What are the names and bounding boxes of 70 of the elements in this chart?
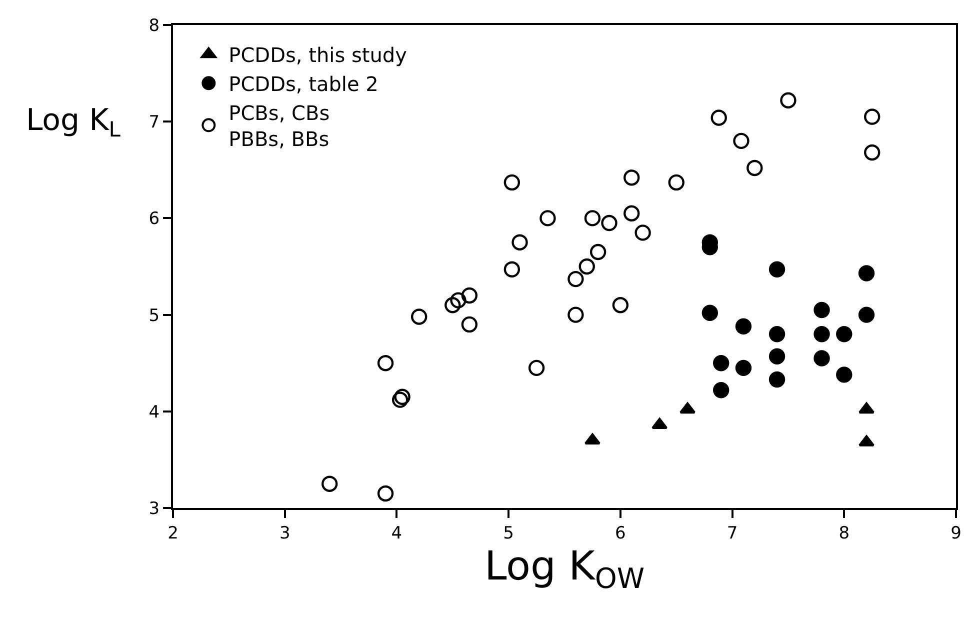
point xyxy=(858,306,875,323)
point xyxy=(668,174,684,191)
point xyxy=(394,388,410,406)
point xyxy=(540,210,556,226)
point xyxy=(713,382,730,398)
point xyxy=(680,402,696,414)
x-tick-label: 9 xyxy=(950,523,962,544)
x-tick-label: 7 xyxy=(726,523,738,544)
point xyxy=(814,302,830,318)
x-tick-label: 4 xyxy=(391,523,402,544)
point xyxy=(568,270,584,288)
point xyxy=(444,297,461,314)
point xyxy=(858,265,875,282)
x-axis-title: Log K$_{OW}$ xyxy=(484,543,645,595)
x-tick-label: 2 xyxy=(168,523,178,544)
point xyxy=(410,308,428,325)
point xyxy=(624,170,640,186)
point xyxy=(578,258,595,275)
point xyxy=(814,326,830,342)
point xyxy=(733,132,750,150)
point xyxy=(504,261,520,278)
x-tick-label: 8 xyxy=(838,523,850,544)
point xyxy=(864,108,880,125)
y-axis-title: Log K$_{L}$ xyxy=(26,103,121,142)
y-tick-label: 5 xyxy=(148,306,160,326)
point xyxy=(634,224,651,241)
point xyxy=(780,92,796,108)
legend-label: PCDDs, table 2 xyxy=(228,72,378,96)
point xyxy=(768,348,786,364)
point xyxy=(512,234,528,250)
point xyxy=(450,292,466,308)
point xyxy=(768,371,786,388)
point xyxy=(590,244,606,260)
point xyxy=(713,355,730,372)
point xyxy=(858,402,875,414)
point xyxy=(702,304,718,321)
legend-label: PCBs, CBs PBBs, BBs xyxy=(228,100,330,151)
point xyxy=(612,297,629,314)
point xyxy=(864,144,880,161)
point xyxy=(814,350,830,366)
point xyxy=(377,485,394,502)
point xyxy=(768,326,786,342)
point xyxy=(735,318,752,334)
x-tick-label: 6 xyxy=(615,523,626,544)
legend-label: PCDDs, this study xyxy=(228,42,408,67)
point xyxy=(836,326,852,342)
point xyxy=(746,160,763,176)
point xyxy=(392,392,408,408)
point xyxy=(568,306,584,323)
point xyxy=(652,418,668,430)
point xyxy=(710,110,727,126)
x-tick-label: 3 xyxy=(279,523,290,544)
point xyxy=(735,360,752,376)
point xyxy=(377,355,394,372)
y-tick-label: 7 xyxy=(148,112,160,133)
point xyxy=(461,287,478,304)
point xyxy=(624,205,640,222)
point xyxy=(584,210,601,226)
point xyxy=(322,476,338,492)
y-tick-label: 8 xyxy=(148,16,160,36)
point xyxy=(504,174,520,191)
point xyxy=(601,214,618,232)
point xyxy=(528,360,545,376)
y-tick-label: 4 xyxy=(148,402,160,422)
point xyxy=(461,316,478,333)
x-tick-label: 5 xyxy=(503,523,514,544)
point xyxy=(836,366,852,383)
y-tick-label: 6 xyxy=(148,209,160,230)
point xyxy=(768,261,786,278)
y-tick-label: 3 xyxy=(148,498,160,519)
